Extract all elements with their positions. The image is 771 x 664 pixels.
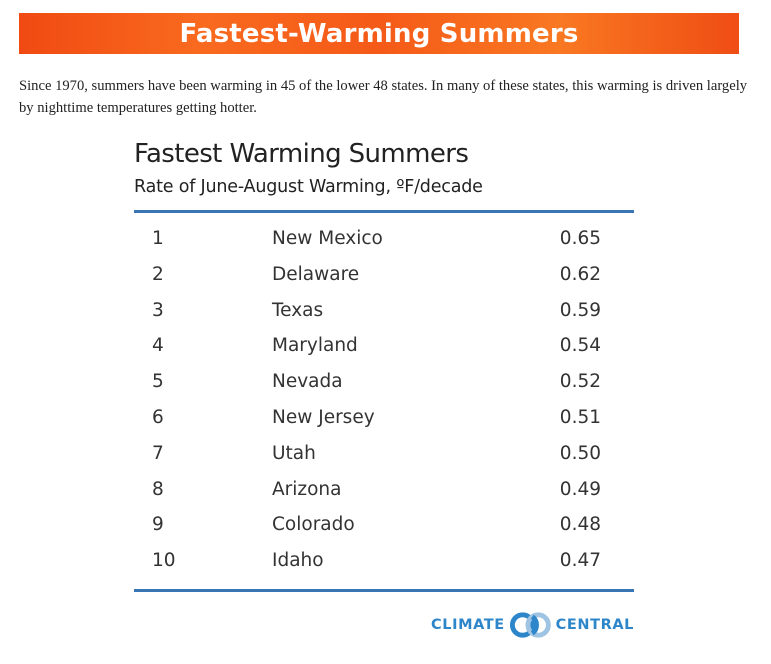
chart-card: Fastest Warming Summers Rate of June-Aug… <box>134 136 634 592</box>
state-cell: Maryland <box>272 335 358 357</box>
climate-central-logo-icon <box>509 612 551 638</box>
value-cell: 0.51 <box>559 406 601 428</box>
rank-cell: 7 <box>152 442 164 464</box>
table-row: 2 Delaware 0.62 <box>134 259 634 295</box>
table-row: 3 Texas 0.59 <box>134 295 634 331</box>
value-cell: 0.54 <box>559 335 601 357</box>
table-row: 9 Colorado 0.48 <box>134 509 634 545</box>
value-cell: 0.52 <box>559 371 601 393</box>
value-cell: 0.62 <box>559 263 601 285</box>
logo-text-left: CLIMATE <box>431 617 505 633</box>
rank-cell: 6 <box>152 406 164 428</box>
chart-subtitle: Rate of June-August Warming, ºF/decade <box>134 177 483 197</box>
table-row: 4 Maryland 0.54 <box>134 330 634 366</box>
rank-cell: 4 <box>152 335 164 357</box>
rank-cell: 1 <box>152 228 164 249</box>
ranking-table: 1 New Mexico 0.65 2 Delaware 0.62 3 Texas 0.59 4 M… <box>134 213 634 589</box>
value-cell: 0.48 <box>559 514 601 536</box>
value-cell: 0.65 <box>559 228 601 249</box>
logo-text-right: CENTRAL <box>555 617 634 633</box>
top-rule <box>134 210 634 213</box>
table-row: 6 New Jersey 0.51 <box>134 402 634 438</box>
table-row: 1 New Mexico 0.65 <box>134 223 634 259</box>
intro-paragraph: Since 1970, summers have been warming in… <box>19 78 748 116</box>
state-cell: Delaware <box>272 263 360 285</box>
rank-cell: 10 <box>152 550 176 572</box>
state-cell: New Mexico <box>272 228 383 249</box>
climate-central-logo: CLIMATE CENTRAL <box>431 610 634 640</box>
rank-cell: 9 <box>152 514 164 536</box>
banner-title: Fastest-Warming Summers <box>179 18 579 49</box>
chart-title: Fastest Warming Summers <box>134 139 469 169</box>
table-row: 7 Utah 0.50 <box>134 438 634 474</box>
table-row: 5 Nevada 0.52 <box>134 366 634 402</box>
state-cell: Utah <box>272 442 316 464</box>
table-row: 8 Arizona 0.49 <box>134 474 634 510</box>
value-cell: 0.50 <box>559 442 601 464</box>
rank-cell: 5 <box>152 371 164 393</box>
state-cell: New Jersey <box>272 406 375 428</box>
value-cell: 0.47 <box>559 550 601 572</box>
bottom-rule <box>134 588 634 592</box>
value-cell: 0.59 <box>559 299 601 321</box>
rank-cell: 8 <box>152 478 164 500</box>
state-cell: Colorado <box>272 514 355 536</box>
state-cell: Nevada <box>272 371 343 393</box>
state-cell: Idaho <box>272 550 324 572</box>
rank-cell: 3 <box>152 299 164 321</box>
value-cell: 0.49 <box>559 478 601 500</box>
rank-cell: 2 <box>152 263 164 285</box>
table-row: 10 Idaho 0.47 <box>134 545 634 581</box>
state-cell: Texas <box>272 299 324 321</box>
header-banner: Fastest-Warming Summers <box>19 13 739 54</box>
state-cell: Arizona <box>272 478 342 500</box>
